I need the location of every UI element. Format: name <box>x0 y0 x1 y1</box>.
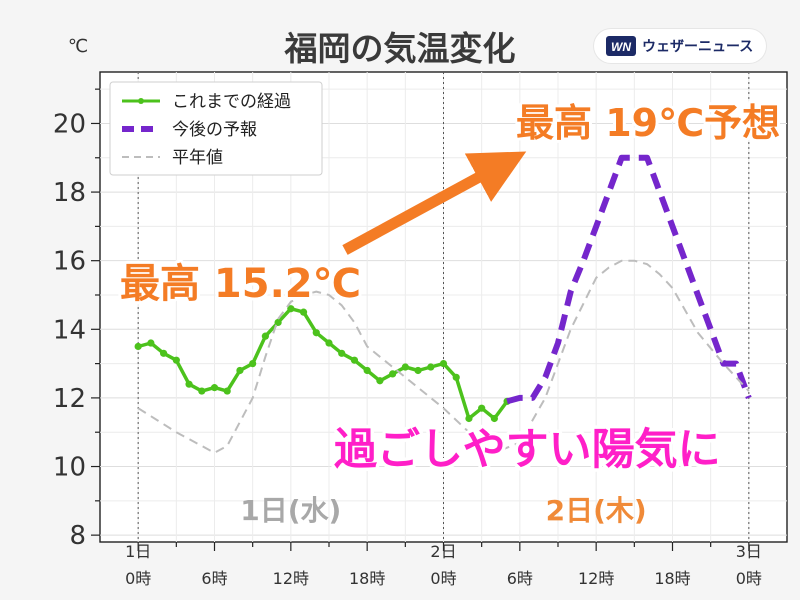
x-tick-label-hour: 0時 <box>430 569 456 588</box>
brand-name: ウェザーニュース <box>642 39 754 55</box>
data-point-observed <box>299 308 308 316</box>
data-point-observed <box>198 387 206 395</box>
day-labels: 1日(水) 2日(木) <box>240 494 646 527</box>
data-point-observed <box>478 404 486 412</box>
data-point-observed <box>363 366 371 375</box>
brand-logo-icon: WN <box>606 36 636 56</box>
svg-text:WN: WN <box>611 40 631 54</box>
x-tick-label-hour: 18時 <box>349 569 385 588</box>
y-tick-label: 20 <box>53 109 86 139</box>
brand-badge: WN ウェザーニュース <box>594 29 766 63</box>
y-axis-unit: ℃ <box>68 36 88 57</box>
data-point-observed <box>376 377 384 385</box>
annotation-comfortable: 過ごしやすい陽気に <box>334 425 721 475</box>
data-point-observed <box>236 366 244 375</box>
x-tick-label-hour: 0時 <box>125 569 151 588</box>
annotation-arrow <box>342 151 527 255</box>
x-tick-label-hour: 6時 <box>201 569 227 588</box>
x-tick-label-hour: 0時 <box>736 569 762 588</box>
series-line-normal <box>137 259 750 454</box>
y-tick-label: 18 <box>53 178 86 208</box>
data-point-observed <box>261 332 269 340</box>
x-tick-label-hour: 6時 <box>507 569 533 588</box>
data-point-observed <box>427 363 435 371</box>
x-tick-label-day: 3日 <box>736 542 762 561</box>
data-point-observed <box>325 339 333 347</box>
data-point-observed <box>465 414 473 423</box>
day-label: 1日(水) <box>240 494 341 527</box>
chart-title: 福岡の気温変化 <box>284 29 516 68</box>
data-point-observed <box>439 360 448 368</box>
legend-marker-observed <box>138 98 144 104</box>
data-point-observed <box>185 380 193 388</box>
legend-label-normal: 平年値 <box>172 148 223 168</box>
data-point-observed <box>223 387 231 395</box>
data-point-observed <box>134 342 142 351</box>
legend-label-forecast: 今後の予報 <box>172 120 257 140</box>
data-point-observed <box>249 360 257 368</box>
annotation-max-today: 最高 15.2℃ <box>120 261 361 307</box>
series-line-forecast <box>506 154 752 405</box>
day-label: 2日(木) <box>546 494 647 527</box>
data-point-observed <box>350 356 359 364</box>
annotation-max-forecast: 最高 19℃予想 <box>516 101 780 145</box>
data-point-observed <box>147 339 155 347</box>
data-point-observed <box>160 349 168 357</box>
series-lines <box>134 154 752 454</box>
data-point-observed <box>389 370 397 378</box>
legend: これまでの経過 今後の予報 平年値 <box>109 81 323 176</box>
data-point-observed <box>172 356 180 364</box>
data-point-observed <box>287 305 295 313</box>
y-tick-label: 8 <box>69 521 86 551</box>
data-point-observed <box>338 349 346 357</box>
data-point-observed <box>210 384 219 392</box>
data-point-observed <box>452 373 460 381</box>
x-tick-label-day: 2日 <box>430 542 456 561</box>
y-axis-ticks: 8 10 12 14 16 18 20 <box>53 88 100 551</box>
data-point-observed <box>414 366 422 375</box>
x-axis-ticks: 1日 0時 6時 12時 18時 2日 0時 6時 12時 18時 3日 0時 <box>125 542 762 588</box>
x-tick-label-hour: 12時 <box>578 569 614 588</box>
legend-label-observed: これまでの経過 <box>172 92 291 112</box>
data-point-observed <box>312 329 320 337</box>
y-tick-label: 10 <box>53 453 86 483</box>
y-tick-label: 16 <box>53 247 86 277</box>
data-point-observed <box>401 363 409 371</box>
data-point-observed <box>274 318 282 327</box>
x-tick-label-day: 1日 <box>125 542 151 561</box>
y-tick-label: 12 <box>53 384 86 414</box>
x-tick-label-hour: 12時 <box>273 569 309 588</box>
y-tick-label: 14 <box>53 315 86 345</box>
legend-box <box>109 81 323 176</box>
day-dividers <box>137 72 750 542</box>
data-point-observed <box>490 414 498 423</box>
x-tick-label-hour: 18時 <box>654 569 690 588</box>
